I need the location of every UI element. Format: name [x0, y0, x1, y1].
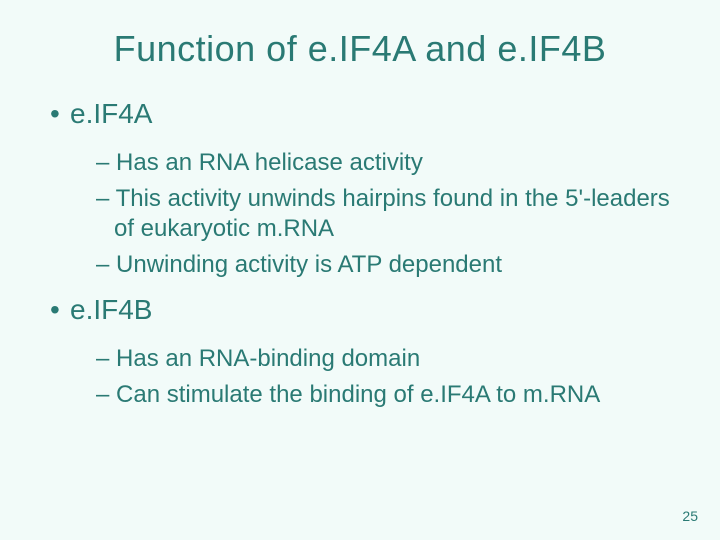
sub-bullet-text: Unwinding activity is ATP dependent [116, 251, 502, 278]
dash-icon: – [96, 149, 116, 176]
sub-bullet: – Has an RNA-binding domain [96, 344, 680, 374]
sub-bullet-text: Can stimulate the binding of e.IF4A to m… [116, 381, 600, 408]
sub-bullet-text: Has an RNA-binding domain [116, 345, 420, 372]
dash-icon: – [96, 381, 116, 408]
bullet-heading: •e.IF4B [50, 294, 680, 326]
sub-bullet-text: Has an RNA helicase activity [116, 149, 423, 176]
sub-bullet-text: This activity unwinds hairpins found in … [114, 185, 670, 242]
slide: Function of e.IF4A and e.IF4B •e.IF4A – … [0, 0, 720, 540]
sub-bullet: – Unwinding activity is ATP dependent [96, 250, 680, 280]
heading-text: e.IF4B [70, 294, 152, 325]
sub-bullet: – This activity unwinds hairpins found i… [96, 184, 680, 244]
sub-bullet: – Can stimulate the binding of e.IF4A to… [96, 380, 680, 410]
section-eif4b: •e.IF4B – Has an RNA-binding domain – Ca… [40, 294, 680, 410]
dash-icon: – [96, 251, 116, 278]
bullet-dot-icon: • [50, 294, 70, 326]
dash-icon: – [96, 185, 116, 212]
section-eif4a: •e.IF4A – Has an RNA helicase activity –… [40, 98, 680, 280]
bullet-heading: •e.IF4A [50, 98, 680, 130]
dash-icon: – [96, 345, 116, 372]
page-number: 25 [682, 508, 698, 524]
heading-text: e.IF4A [70, 98, 152, 129]
slide-title: Function of e.IF4A and e.IF4B [40, 28, 680, 70]
sub-bullet: – Has an RNA helicase activity [96, 148, 680, 178]
bullet-dot-icon: • [50, 98, 70, 130]
